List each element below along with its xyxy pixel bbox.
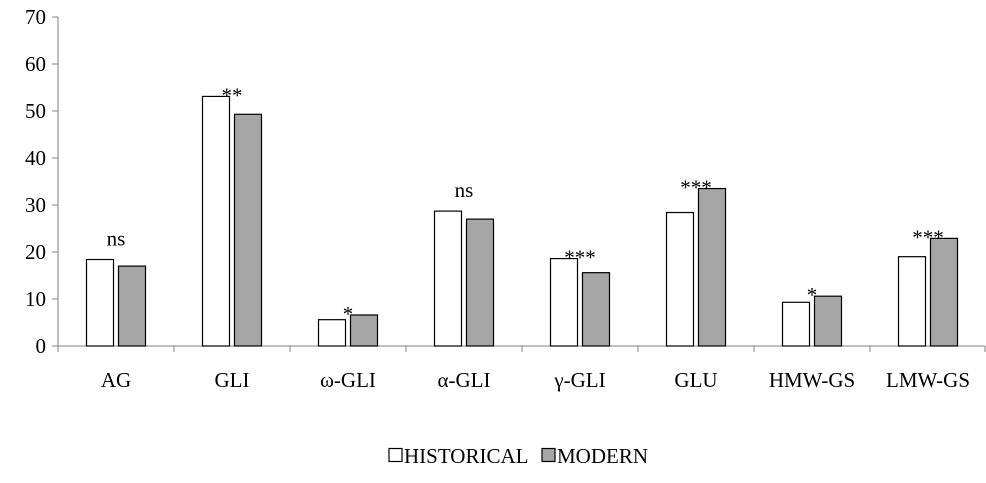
x-tick-label: GLU xyxy=(674,368,717,392)
legend-swatch-historical xyxy=(388,447,403,463)
significance-label: *** xyxy=(912,225,944,249)
significance-label: ** xyxy=(222,83,243,107)
x-tick-label: ω-GLI xyxy=(320,368,376,392)
y-tick-label: 40 xyxy=(25,146,46,170)
y-tick-label: 0 xyxy=(36,334,47,358)
x-axis: AG GLI ω-GLI α-GLI γ-GLI GLU HMW-GS LMW-GS xyxy=(57,345,986,392)
x-tick-label: LMW-GS xyxy=(886,368,970,392)
bar-modern-4 xyxy=(581,272,611,347)
y-tick-label: 60 xyxy=(25,52,46,76)
bar-modern-6 xyxy=(813,295,843,347)
significance-label: ns xyxy=(455,178,474,202)
bar-modern-0 xyxy=(117,265,147,347)
significance-label: *** xyxy=(680,176,712,200)
bar-historical-4 xyxy=(549,257,579,347)
bar-modern-2 xyxy=(349,314,379,347)
significance-label: * xyxy=(807,283,818,307)
legend-label-modern: MODERN xyxy=(557,444,648,468)
bar-modern-1 xyxy=(233,113,263,347)
x-tick-label: γ-GLI xyxy=(553,368,605,392)
significance-labels: ns***ns********** xyxy=(107,83,944,326)
bar-historical-0 xyxy=(85,258,115,347)
bar-historical-6 xyxy=(781,301,811,347)
bar-historical-2 xyxy=(317,319,347,347)
y-tick-label: 20 xyxy=(25,240,46,264)
bar-modern-7 xyxy=(929,237,959,347)
bar-modern-5 xyxy=(697,187,727,347)
x-tick-label: α-GLI xyxy=(438,368,491,392)
legend-swatch-modern xyxy=(541,447,556,463)
bars xyxy=(85,95,959,347)
y-tick-label: 50 xyxy=(25,99,46,123)
y-tick-label: 30 xyxy=(25,193,46,217)
y-tick-label: 70 xyxy=(25,5,46,29)
x-tick-label: AG xyxy=(101,368,131,392)
legend-label-historical: HISTORICAL xyxy=(404,444,528,468)
bar-historical-7 xyxy=(897,256,927,347)
legend: HISTORICAL MODERN xyxy=(388,444,648,468)
bar-historical-5 xyxy=(665,211,695,347)
bar-historical-3 xyxy=(433,210,463,347)
significance-label: * xyxy=(343,302,354,326)
bar-historical-1 xyxy=(201,95,231,347)
significance-label: *** xyxy=(564,246,596,270)
y-tick-label: 10 xyxy=(25,287,46,311)
x-tick-label: HMW-GS xyxy=(769,368,855,392)
x-tick-label: GLI xyxy=(215,368,250,392)
significance-label: ns xyxy=(107,227,126,251)
y-axis: 0 10 20 30 40 50 60 70 xyxy=(25,5,59,358)
bar-modern-3 xyxy=(465,218,495,347)
